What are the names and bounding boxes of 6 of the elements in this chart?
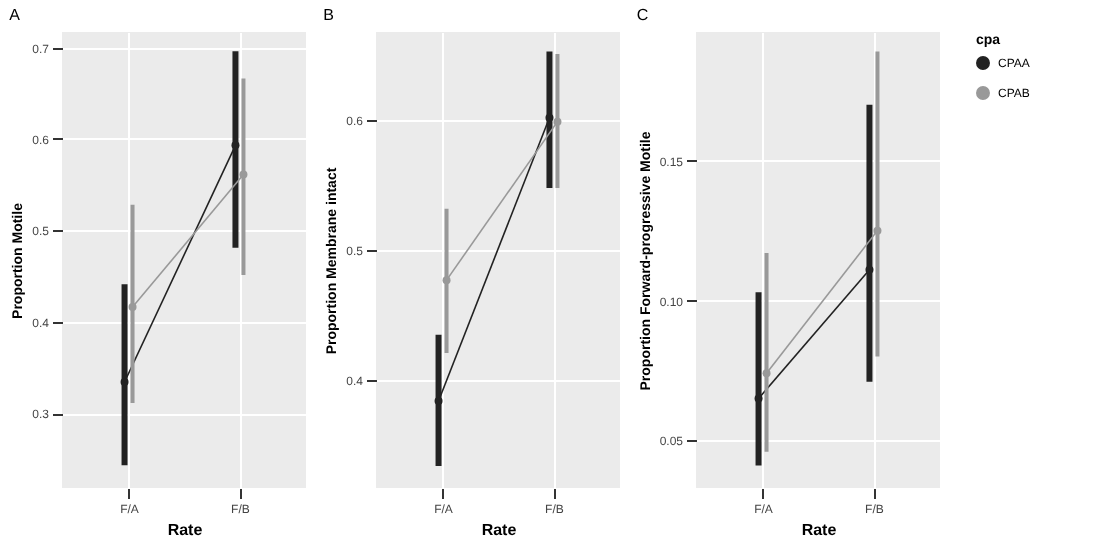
x-axis-title: Rate	[481, 521, 518, 539]
x-axis-title: Rate	[801, 521, 838, 539]
chart-title: B	[323, 6, 335, 24]
x-axis-title: Rate	[167, 521, 204, 539]
chart-title: A	[9, 6, 22, 24]
chart-title: C	[636, 6, 649, 24]
